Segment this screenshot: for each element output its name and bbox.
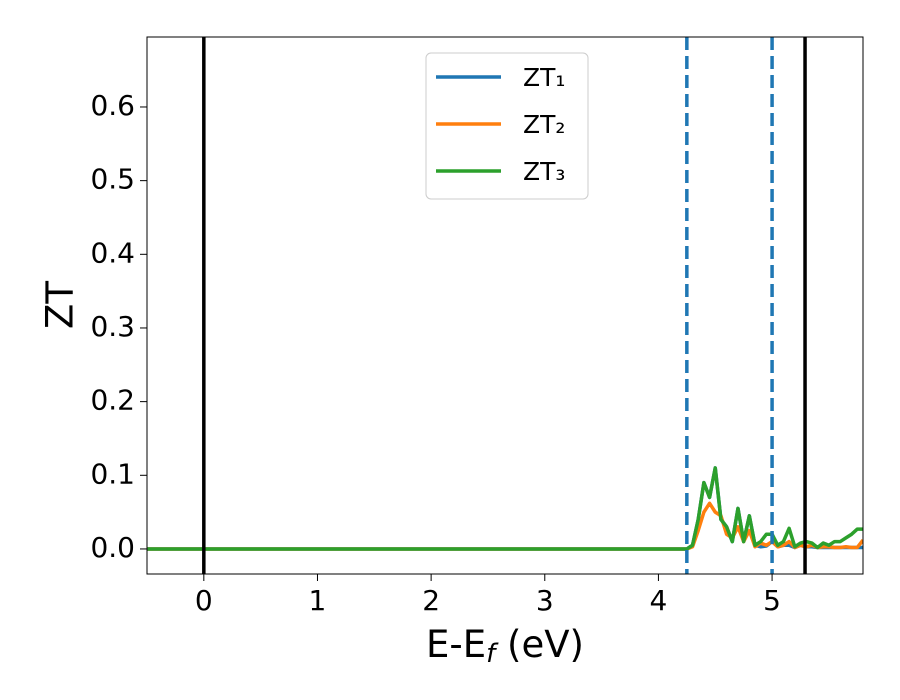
x-tick-label: 4 — [650, 584, 668, 617]
x-label-main: E-E — [426, 623, 486, 666]
y-tick-label: 0.4 — [90, 236, 135, 269]
x-tick-label: 1 — [309, 584, 327, 617]
x-label-tail: (eV) — [495, 623, 584, 666]
y-tick-label: 0.6 — [90, 89, 135, 122]
y-tick-label: 0.2 — [90, 384, 135, 417]
legend-label: ZT₂ — [523, 110, 565, 139]
series-line — [147, 501, 863, 551]
y-tick-label: 0.0 — [90, 531, 135, 564]
y-tick-label: 0.1 — [90, 457, 135, 490]
x-tick-label: 2 — [422, 584, 440, 617]
plot-frame — [146, 36, 864, 575]
x-tick-label: 3 — [536, 584, 554, 617]
x-tick-label: 0 — [195, 584, 213, 617]
x-tick-label: 5 — [763, 584, 781, 617]
series-line — [147, 466, 863, 551]
legend-label: ZT₁ — [523, 63, 565, 92]
y-tick-label: 0.5 — [90, 163, 135, 196]
y-tick-label: 0.3 — [90, 310, 135, 343]
legend-label: ZT₃ — [523, 157, 565, 186]
legend-box — [425, 52, 589, 200]
series-line — [147, 466, 863, 551]
y-axis-label: ZT — [39, 281, 82, 329]
x-axis-label: E-Ef (eV) — [426, 623, 584, 669]
